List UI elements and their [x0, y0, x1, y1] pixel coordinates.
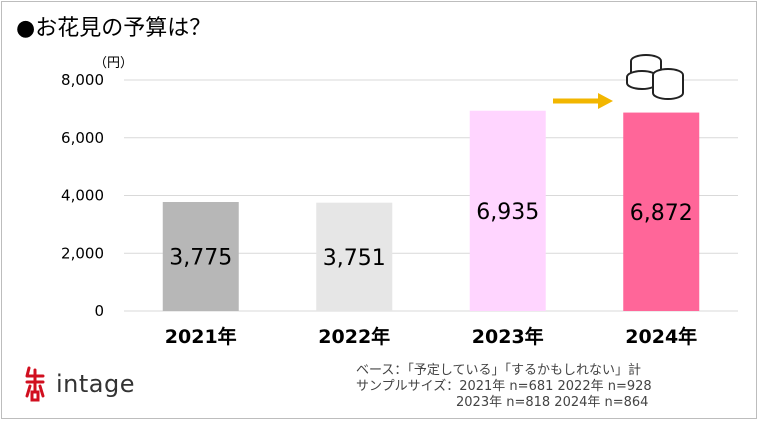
y-axis-ticks: 0 2,000 4,000 6,000 8,000 — [61, 71, 104, 320]
intage-brand: intage — [24, 366, 135, 402]
chart-title: ●お花見の予算は？ — [16, 16, 212, 41]
x-axis-labels: 2021年 2022年 2023年 2024年 — [165, 325, 697, 348]
y-tick-label: 6,000 — [61, 129, 104, 147]
bar — [316, 202, 393, 311]
coins-icon — [626, 54, 684, 100]
bars: 3,775 3,751 6,935 6,872 — [162, 110, 700, 311]
y-tick-label: 2,000 — [61, 244, 104, 262]
notes-base: ベース：「予定している」「するかもしれない」計 — [356, 363, 641, 378]
bar-value-label: 3,775 — [169, 245, 232, 270]
bar-value-label: 6,872 — [630, 201, 693, 226]
bar — [162, 201, 239, 311]
notes-sample-size: サンプルサイズ：2021年 n=681 2022年 n=928 — [356, 379, 652, 394]
bar — [623, 112, 700, 311]
bar-value-label: 6,935 — [476, 200, 539, 225]
x-tick-label: 2024年 — [625, 325, 697, 348]
x-tick-label: 2023年 — [472, 325, 544, 348]
bar-value-label: 3,751 — [323, 246, 386, 271]
y-tick-label: 8,000 — [61, 71, 104, 89]
sample-notes: ベース：「予定している」「するかもしれない」計 サンプルサイズ：2021年 n=… — [356, 363, 652, 411]
bar — [469, 110, 546, 311]
y-tick-label: 0 — [94, 302, 104, 320]
x-tick-label: 2022年 — [318, 325, 390, 348]
intage-logo-icon — [25, 366, 45, 402]
x-tick-label: 2021年 — [165, 325, 237, 348]
trend-arrow-icon — [553, 93, 613, 109]
brand-name: intage — [56, 370, 135, 398]
y-tick-label: 4,000 — [61, 187, 104, 205]
notes-sample-size-cont: 2023年 n=818 2024年 n=864 — [456, 395, 649, 410]
y-axis-unit: （円） — [94, 56, 133, 71]
